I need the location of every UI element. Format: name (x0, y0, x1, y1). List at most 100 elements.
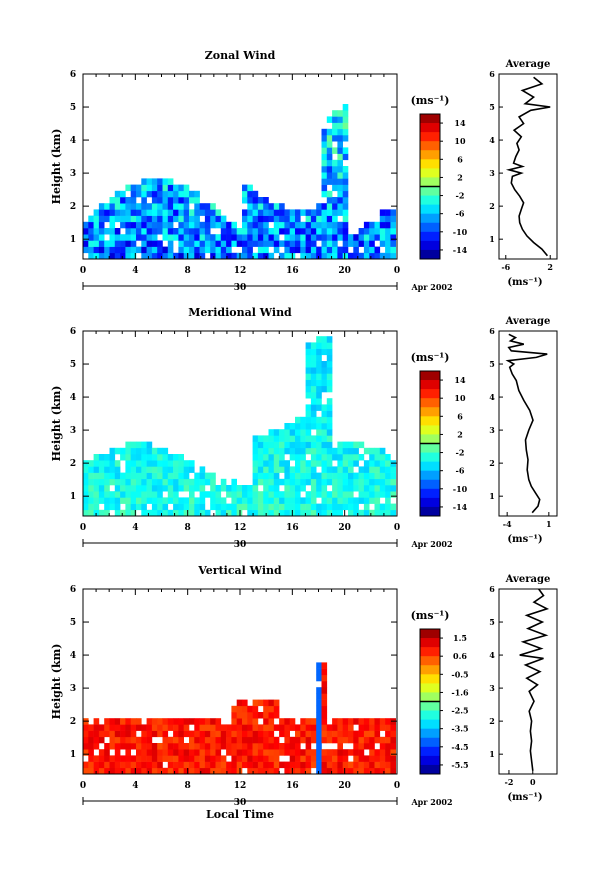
colorbar-band (420, 380, 440, 390)
colorbar-band (420, 240, 440, 251)
average-unit: (ms⁻¹) (507, 277, 542, 288)
average-x-tick-label: 1 (546, 519, 552, 529)
y-tick-label: 5 (70, 618, 76, 628)
average-y-tick-label: 2 (489, 201, 495, 211)
colorbar-tick-label: 6 (457, 411, 463, 421)
panel-title: Meridional Wind (188, 306, 292, 319)
colorbar-band (420, 123, 440, 133)
average-x-tick-label: -2 (505, 777, 514, 787)
colorbar-tick-label: 2 (457, 429, 463, 439)
colorbar-band (420, 764, 440, 775)
average-y-tick-label: 4 (489, 650, 495, 660)
average-profile: Average 1 2 3 4 5 6 -4 1 (ms⁻¹) (489, 316, 558, 545)
colorbar-band (420, 168, 440, 178)
colorbar-band (420, 479, 440, 490)
average-x-tick-label: -4 (503, 519, 512, 529)
colorbar-unit: (ms⁻¹) (411, 94, 450, 107)
colorbar-band (420, 186, 440, 196)
average-y-tick-label: 1 (489, 749, 495, 759)
x-tick-label: 0 (394, 266, 400, 276)
colorbar-band (420, 470, 440, 481)
y-tick-label: 4 (70, 393, 76, 403)
colorbar-band (420, 683, 440, 693)
average-profile-line (505, 76, 551, 257)
colorbar-band (420, 389, 440, 399)
x-tick-label: 4 (132, 781, 138, 791)
average-y-tick-label: 3 (489, 425, 495, 435)
x-tick-label: 16 (286, 266, 299, 276)
average-y-tick-label: 5 (489, 102, 495, 112)
colorbar-tick-label: 6 (457, 154, 463, 164)
colorbar-tick-label: 2 (457, 172, 463, 182)
colorbar-band (420, 638, 440, 648)
y-tick-label: 3 (70, 684, 76, 694)
y-axis-label: Height (km) (50, 129, 63, 205)
x-tick-label: 0 (80, 523, 86, 533)
average-y-tick-label: 6 (489, 326, 495, 336)
colorbar-band (420, 150, 440, 160)
x-axis-label: Local Time (206, 808, 274, 821)
heatmap-cells (83, 104, 396, 260)
average-y-tick-label: 5 (489, 359, 495, 369)
x-tick-label: 20 (338, 266, 351, 276)
colorbar-tick-label: -4.5 (451, 742, 468, 752)
colorbar-tick-label: -6 (456, 209, 465, 219)
colorbar-band (420, 710, 440, 721)
colorbar-band (420, 452, 440, 463)
colorbar-band (420, 746, 440, 757)
x-tick-label: 8 (185, 266, 191, 276)
average-title: Average (505, 59, 551, 70)
y-axis-label: Height (km) (50, 386, 63, 462)
average-unit: (ms⁻¹) (507, 792, 542, 803)
colorbar-tick-label: 14 (454, 118, 466, 128)
y-tick-label: 1 (70, 750, 76, 760)
colorbar-band (420, 195, 440, 206)
average-y-tick-label: 2 (489, 458, 495, 468)
colorbar-band (420, 425, 440, 435)
colorbar-tick-label: -3.5 (451, 724, 468, 734)
x-tick-label: 4 (132, 266, 138, 276)
average-y-tick-label: 4 (489, 135, 495, 145)
y-axis-label: Height (km) (50, 644, 63, 720)
colorbar-tick-label: -0.5 (451, 669, 468, 679)
colorbar-band (420, 701, 440, 711)
average-profile: Average 1 2 3 4 5 6 -2 0 (ms⁻¹) (489, 574, 558, 803)
colorbar-band (420, 674, 440, 684)
y-tick-label: 4 (70, 136, 76, 146)
x-tick-label: 0 (394, 781, 400, 791)
panel-title: Vertical Wind (197, 564, 282, 577)
heatmap-cells (83, 662, 396, 775)
colorbar-band (420, 407, 440, 417)
colorbar-tick-label: -2 (456, 448, 465, 458)
average-x-tick-label: 2 (547, 262, 553, 272)
y-tick-label: 5 (70, 360, 76, 370)
date-axis-day: 30 (234, 283, 247, 293)
average-title: Average (505, 316, 551, 327)
colorbar-tick-label: -2 (456, 191, 465, 201)
x-tick-label: 16 (286, 781, 299, 791)
colorbar-tick-label: 10 (454, 136, 466, 146)
y-tick-label: 6 (70, 327, 76, 337)
average-frame (498, 330, 558, 517)
x-tick-label: 0 (80, 781, 86, 791)
colorbar-tick-label: 1.5 (453, 633, 467, 643)
colorbar-band (420, 416, 440, 426)
colorbar-band (420, 737, 440, 748)
average-x-tick-label: 0 (530, 777, 536, 787)
average-y-tick-label: 3 (489, 168, 495, 178)
y-tick-label: 3 (70, 426, 76, 436)
average-profile: Average 1 2 3 4 5 6 -6 2 (ms⁻¹) (489, 59, 558, 288)
colorbar-band (420, 497, 440, 508)
average-y-tick-label: 6 (489, 584, 495, 594)
x-tick-label: 8 (185, 781, 191, 791)
y-tick-label: 6 (70, 585, 76, 595)
panel-title: Zonal Wind (205, 49, 276, 62)
colorbar-tick-label: -14 (453, 245, 468, 255)
y-tick-label: 2 (70, 459, 76, 469)
x-tick-label: 20 (338, 523, 351, 533)
date-axis-month: Apr 2002 (410, 282, 452, 292)
